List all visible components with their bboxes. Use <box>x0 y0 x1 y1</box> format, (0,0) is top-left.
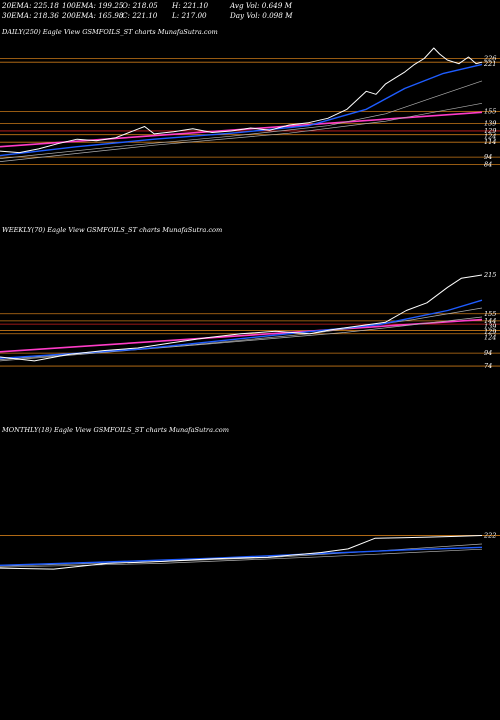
tick-label-4: 129 <box>484 328 496 336</box>
tick-label-5: 124 <box>484 333 496 341</box>
ema-line-blue <box>0 546 483 566</box>
weekly-panel-label: WEEKLY(70) Eagle View GSMFOILS_ST charts… <box>2 226 223 234</box>
tick-label-7: 94 <box>484 153 492 161</box>
ema-line-slow <box>0 548 483 568</box>
tick-label-2: 155 <box>484 108 496 116</box>
tick-label-1: 221 <box>483 60 496 68</box>
stat-100ema: 100EMA: 199.25 <box>62 1 124 10</box>
trend-line <box>0 318 483 353</box>
price-line <box>0 47 483 154</box>
tick-label-0: 226 <box>483 55 496 63</box>
ema-line-blue <box>0 299 483 359</box>
tick-label-5: 124 <box>484 133 496 141</box>
stat-close: C: 221.10 <box>122 11 158 20</box>
ema-line-slow <box>0 316 483 362</box>
tick-label-1: 155 <box>484 310 496 318</box>
daily-panel-label: DAILY(250) Eagle View GSMFOILS_ST charts… <box>2 28 218 36</box>
tick-label-2: 144 <box>484 317 496 325</box>
stat-20ema: 20EMA: 225.18 <box>2 1 59 10</box>
monthly-chart: 222 <box>0 532 500 570</box>
monthly-panel-label: MONTHLY(18) Eagle View GSMFOILS_ST chart… <box>2 426 230 434</box>
tick-label-4: 129 <box>484 127 496 135</box>
ema-line-slow <box>0 102 483 162</box>
price-line <box>0 274 483 362</box>
stat-open: O: 218.05 <box>122 1 158 10</box>
tick-label-6: 114 <box>484 138 496 146</box>
tick-label-0: 215 <box>483 271 496 279</box>
tick-label-0: 222 <box>483 532 496 540</box>
tick-label-3: 139 <box>484 322 496 330</box>
stat-day-vol: Day Vol: 0.098 M <box>230 11 293 20</box>
tick-label-8: 84 <box>484 161 492 169</box>
ema-line-blue <box>0 63 483 157</box>
tick-label-7: 74 <box>484 362 492 370</box>
ema-line-mid <box>0 80 483 159</box>
price-line <box>0 535 483 570</box>
stat-200ema: 200EMA: 165.98 <box>62 11 124 20</box>
tick-label-6: 94 <box>484 349 492 357</box>
stat-high: H: 221.10 <box>172 1 209 10</box>
stat-avg-vol: Avg Vol: 0.649 M <box>230 1 292 10</box>
stat-30ema: 30EMA: 218.36 <box>2 11 59 20</box>
stat-low: L: 217.00 <box>172 11 207 20</box>
tick-label-3: 139 <box>484 120 496 128</box>
